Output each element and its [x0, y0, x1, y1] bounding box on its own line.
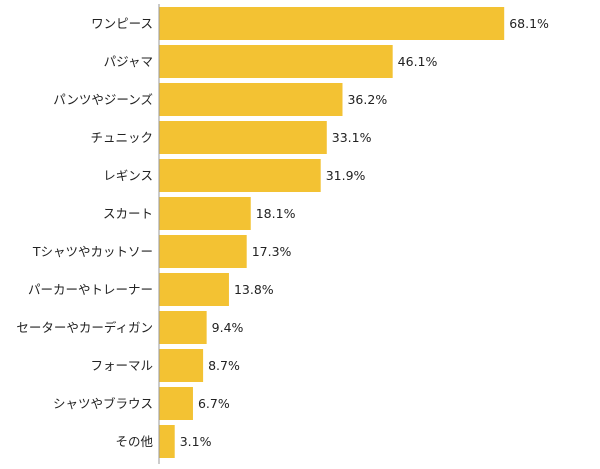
- category-label-4: レギンス: [103, 168, 153, 183]
- bar-2: [159, 83, 343, 116]
- category-label-0: ワンピース: [91, 16, 153, 31]
- bar-5: [159, 197, 251, 230]
- value-label-9: 8.7%: [208, 358, 240, 373]
- bar-4: [159, 159, 321, 192]
- bar-1: [159, 45, 393, 78]
- value-label-10: 6.7%: [198, 396, 230, 411]
- bar-3: [159, 121, 327, 154]
- bar-8: [159, 311, 207, 344]
- bar-10: [159, 387, 193, 420]
- category-label-11: その他: [115, 434, 153, 449]
- category-label-1: パジャマ: [104, 54, 153, 69]
- value-label-1: 46.1%: [398, 54, 438, 69]
- bar-11: [159, 425, 175, 458]
- bar-6: [159, 235, 247, 268]
- category-label-9: フォーマル: [90, 358, 153, 373]
- value-label-4: 31.9%: [326, 168, 366, 183]
- value-label-8: 9.4%: [212, 320, 244, 335]
- category-label-5: スカート: [103, 206, 153, 221]
- category-label-10: シャツやブラウス: [53, 396, 153, 411]
- value-label-0: 68.1%: [509, 16, 549, 31]
- value-label-6: 17.3%: [252, 244, 292, 259]
- value-label-3: 33.1%: [332, 130, 372, 145]
- value-label-5: 18.1%: [256, 206, 296, 221]
- bar-0: [159, 7, 505, 40]
- category-label-2: パンツやジーンズ: [53, 92, 153, 107]
- category-label-7: パーカーやトレーナー: [28, 282, 153, 297]
- value-label-7: 13.8%: [234, 282, 274, 297]
- category-label-8: セーターやカーディガン: [16, 320, 153, 335]
- bar-9: [159, 349, 204, 382]
- bar-7: [159, 273, 229, 306]
- bars-group: [159, 7, 505, 458]
- value-labels-group: 68.1% 46.1% 36.2% 33.1% 31.9% 18.1% 17.3% 13.8%…: [180, 16, 549, 449]
- category-label-3: チュニック: [90, 130, 153, 145]
- value-label-11: 3.1%: [180, 434, 212, 449]
- value-label-2: 36.2%: [347, 92, 387, 107]
- category-label-6: Tシャツやカットソー: [32, 244, 153, 259]
